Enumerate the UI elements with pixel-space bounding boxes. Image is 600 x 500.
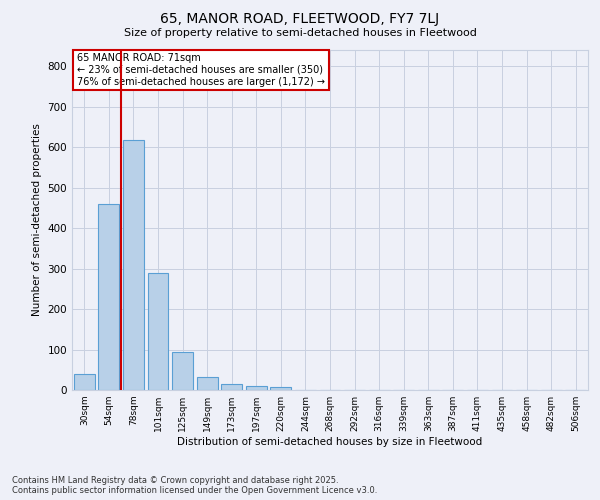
Bar — [246, 386, 267, 390]
Bar — [148, 272, 169, 390]
Bar — [221, 384, 242, 390]
Bar — [98, 204, 119, 390]
Bar — [172, 352, 193, 390]
Bar — [74, 374, 95, 390]
X-axis label: Distribution of semi-detached houses by size in Fleetwood: Distribution of semi-detached houses by … — [178, 437, 482, 447]
Text: 65, MANOR ROAD, FLEETWOOD, FY7 7LJ: 65, MANOR ROAD, FLEETWOOD, FY7 7LJ — [160, 12, 440, 26]
Text: Size of property relative to semi-detached houses in Fleetwood: Size of property relative to semi-detach… — [124, 28, 476, 38]
Bar — [123, 140, 144, 390]
Bar — [197, 376, 218, 390]
Text: Contains HM Land Registry data © Crown copyright and database right 2025.
Contai: Contains HM Land Registry data © Crown c… — [12, 476, 377, 495]
Text: 65 MANOR ROAD: 71sqm
← 23% of semi-detached houses are smaller (350)
76% of semi: 65 MANOR ROAD: 71sqm ← 23% of semi-detac… — [77, 54, 325, 86]
Bar — [271, 387, 292, 390]
Y-axis label: Number of semi-detached properties: Number of semi-detached properties — [32, 124, 42, 316]
